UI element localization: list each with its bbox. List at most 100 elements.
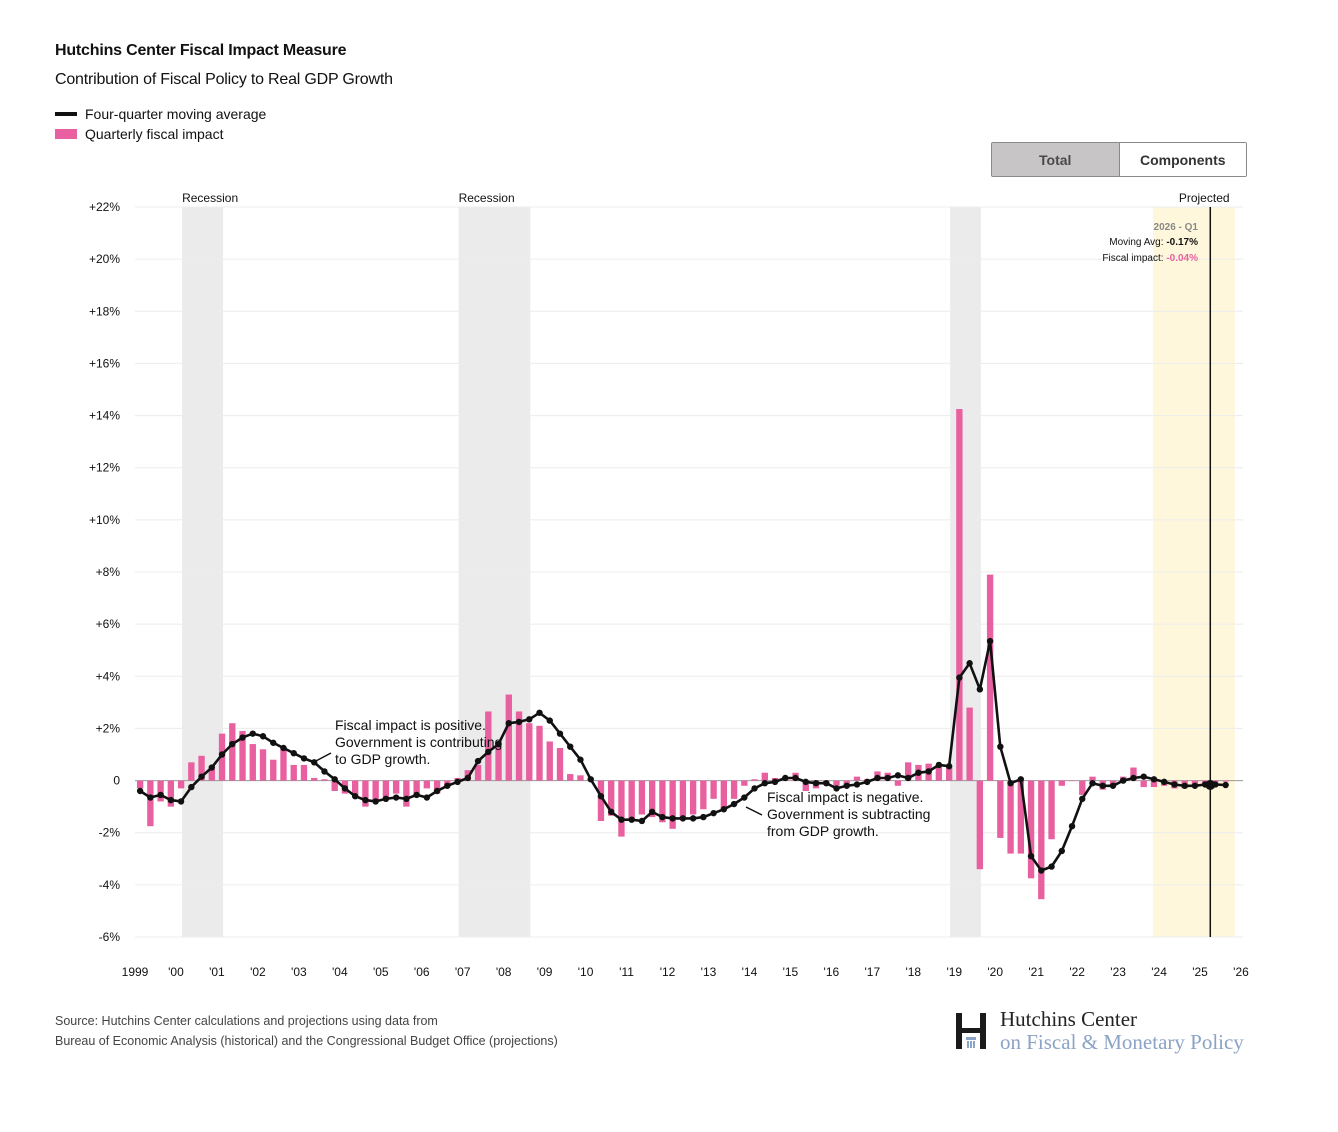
fiscal-impact-bar xyxy=(136,780,144,789)
moving-average-point xyxy=(966,660,973,667)
moving-average-point xyxy=(147,794,154,801)
moving-average-point xyxy=(587,776,594,783)
fiscal-impact-bar xyxy=(403,780,410,807)
moving-average-point xyxy=(618,816,625,823)
fiscal-impact-bar xyxy=(628,780,635,820)
y-tick-label: +20% xyxy=(89,252,120,266)
fiscal-impact-bar xyxy=(986,574,994,781)
x-tick-label: '14 xyxy=(742,965,758,979)
moving-average-point xyxy=(1058,847,1065,855)
line-series xyxy=(136,637,1229,874)
fiscal-impact-bar xyxy=(229,723,236,781)
moving-average-point xyxy=(474,757,482,765)
fiscal-impact-bar xyxy=(669,780,676,829)
fiscal-impact-bar xyxy=(413,780,420,797)
bar-series xyxy=(136,409,1229,900)
moving-average-point xyxy=(1120,777,1127,784)
projected-label: Projected xyxy=(1179,191,1230,205)
fiscal-impact-bar xyxy=(157,780,164,802)
chart-title: Hutchins Center Fiscal Impact Measure xyxy=(55,42,347,59)
fiscal-impact-bar xyxy=(321,779,328,781)
x-tick-label: '18 xyxy=(905,965,921,979)
fiscal-impact-bar xyxy=(597,780,605,821)
moving-average-point xyxy=(362,796,369,804)
tooltip-moving-avg-value: -0.17% xyxy=(1166,237,1198,248)
shaded-regions: Recession Recession Projected xyxy=(182,191,1235,937)
y-tick-label: -6% xyxy=(99,930,121,944)
moving-average-point xyxy=(331,776,338,783)
moving-average-point xyxy=(669,815,676,822)
x-tick-label: '16 xyxy=(824,965,840,979)
fiscal-impact-bar xyxy=(618,780,625,837)
legend-line-swatch xyxy=(55,112,77,116)
fiscal-impact-bar xyxy=(710,780,717,799)
legend: Four-quarter moving average Quarterly fi… xyxy=(55,104,266,144)
x-tick-label: '12 xyxy=(660,965,676,979)
x-tick-label: '09 xyxy=(537,965,553,979)
moving-average-point xyxy=(853,781,861,788)
moving-average-point xyxy=(321,768,328,775)
x-tick-label: '07 xyxy=(455,965,471,979)
tooltip-moving-avg-label: Moving Avg: xyxy=(1109,237,1166,248)
components-button[interactable]: Components xyxy=(1119,143,1246,176)
moving-average-point xyxy=(700,813,707,821)
fiscal-impact-bar xyxy=(1007,780,1014,854)
moving-average-point xyxy=(1079,795,1086,803)
fiscal-impact-bar xyxy=(526,723,533,781)
fiscal-impact-bar xyxy=(1150,780,1158,788)
moving-average-point xyxy=(495,740,502,748)
moving-average-point xyxy=(792,774,799,782)
y-tick-label: +6% xyxy=(96,617,121,631)
x-tick-label: '01 xyxy=(209,965,225,979)
total-button[interactable]: Total xyxy=(992,143,1120,176)
fiscal-impact-bar xyxy=(894,780,902,786)
moving-average-point xyxy=(515,718,523,726)
moving-average-point xyxy=(1140,773,1147,780)
moving-average-point xyxy=(986,637,994,645)
moving-average-point xyxy=(351,793,359,800)
fiscal-impact-bar xyxy=(761,772,768,781)
fiscal-impact-bar xyxy=(1212,780,1219,782)
fiscal-impact-chart[interactable]: Recession Recession Projected +22% +20% +18%… xyxy=(0,0,1338,1000)
moving-average-point xyxy=(1130,774,1137,782)
fiscal-impact-bar xyxy=(720,780,728,810)
fiscal-impact-bar xyxy=(239,731,246,781)
y-tick-label: +18% xyxy=(89,304,120,318)
fiscal-impact-bar xyxy=(976,780,984,870)
fiscal-impact-bar xyxy=(679,780,687,818)
tooltip-period: 2026 - Q1 xyxy=(1154,222,1199,233)
moving-average-point xyxy=(1099,782,1106,789)
fiscal-impact-bar xyxy=(311,777,318,781)
moving-average-point xyxy=(782,774,789,782)
x-tick-label: '22 xyxy=(1069,965,1085,979)
moving-average-point xyxy=(157,791,164,799)
fiscal-impact-bar xyxy=(1048,780,1055,840)
source-note: Source: Hutchins Center calculations and… xyxy=(55,1011,558,1051)
fiscal-impact-bar xyxy=(485,711,492,781)
y-tick-label: +8% xyxy=(96,565,121,579)
moving-average-point xyxy=(239,734,246,741)
moving-average-point xyxy=(1181,782,1188,789)
annotations: Fiscal impact is positive.Government is … xyxy=(313,717,930,839)
fiscal-impact-bar xyxy=(741,780,748,786)
x-tick-label: '20 xyxy=(987,965,1003,979)
fiscal-impact-bar xyxy=(515,711,523,781)
fiscal-impact-bar xyxy=(208,768,215,781)
moving-average-point xyxy=(730,800,738,808)
moving-average-point xyxy=(904,774,912,782)
legend-item-moving-average: Four-quarter moving average xyxy=(55,104,266,124)
moving-average-point xyxy=(628,816,635,823)
y-tick-label: +2% xyxy=(96,721,121,735)
axes: +22% +20% +18% +16% +14% +12% +10% +8% +6% +4% +2%… xyxy=(89,200,1249,979)
fiscal-impact-bar xyxy=(372,780,379,801)
fiscal-impact-bar xyxy=(280,746,287,781)
moving-average-point xyxy=(413,791,420,799)
moving-average-point xyxy=(894,772,902,779)
moving-average-point xyxy=(751,785,758,792)
fiscal-impact-bar xyxy=(700,780,707,810)
moving-average-point xyxy=(270,739,277,746)
moving-average-point xyxy=(1222,781,1229,789)
x-tick-label: '24 xyxy=(1151,965,1167,979)
moving-average-point xyxy=(1068,822,1076,830)
moving-average-point xyxy=(607,808,615,816)
